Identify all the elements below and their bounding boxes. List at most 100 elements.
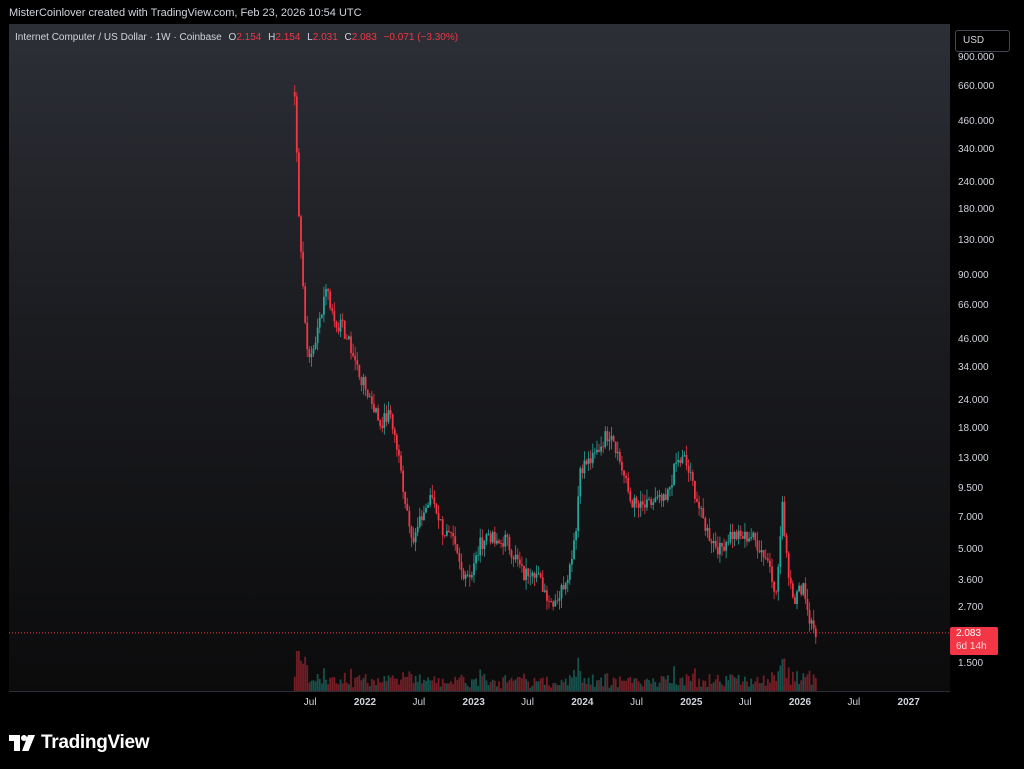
candle-body — [452, 532, 455, 537]
volume-bar — [764, 685, 767, 691]
volume-bar — [766, 678, 769, 691]
candle-body — [577, 496, 580, 532]
candle-body — [391, 414, 394, 430]
volume-bar — [425, 680, 427, 691]
volume-bar — [714, 679, 717, 691]
volume-bar — [306, 665, 309, 691]
volume-bar — [525, 679, 527, 691]
volume-bar — [744, 676, 746, 691]
volume-bar — [387, 675, 390, 691]
volume-bar — [618, 676, 621, 691]
candle-body — [708, 528, 711, 541]
candle-body — [612, 436, 615, 442]
candle-body — [331, 308, 334, 312]
candle-body — [445, 530, 448, 536]
volume-bar — [458, 677, 461, 691]
volume-bar — [798, 683, 801, 691]
candle-body — [481, 537, 484, 549]
volume-bar — [493, 680, 496, 691]
volume-bar — [541, 677, 544, 691]
volume-bar — [777, 671, 780, 691]
candle-body — [298, 152, 300, 217]
volume-bar — [475, 678, 477, 691]
volume-bar — [627, 677, 630, 691]
candle-body — [316, 327, 319, 343]
candle-body — [458, 553, 461, 562]
candle-body — [775, 591, 778, 593]
volume-bar — [308, 682, 311, 691]
candle-body — [339, 319, 342, 332]
candle-body — [350, 336, 352, 354]
volume-bar — [314, 681, 317, 691]
volume-bar — [295, 651, 298, 691]
candle-body — [337, 327, 340, 332]
candle-body — [477, 555, 480, 557]
time-tick-label: 2023 — [462, 697, 485, 708]
last-price-value: 2.083 — [956, 627, 982, 639]
volume-bar — [606, 673, 609, 691]
candle-body — [623, 470, 625, 476]
candle-body — [798, 585, 801, 592]
candle-body — [502, 543, 505, 547]
volume-bar — [410, 674, 413, 691]
tradingview-logo[interactable]: TradingView — [9, 732, 150, 754]
legend-symbol[interactable]: Internet Computer / US Dollar · 1W · Coi… — [15, 32, 222, 43]
price-tick-label: 180.000 — [958, 204, 995, 216]
candle-body — [754, 532, 757, 541]
volume-bar — [612, 677, 615, 691]
candle-body — [489, 533, 492, 543]
volume-bar — [433, 676, 436, 691]
volume-bar — [379, 682, 382, 691]
price-chart-svg[interactable] — [9, 24, 950, 716]
price-tick-label: 900.000 — [958, 52, 995, 63]
volume-bar — [354, 677, 357, 691]
chart-frame[interactable]: Internet Computer / US Dollar · 1W · Coi… — [9, 24, 1015, 716]
legend-high-value: 2.154 — [275, 32, 301, 43]
candle-body — [791, 583, 794, 598]
candle-body — [385, 413, 388, 422]
volume-bar — [639, 683, 642, 691]
volume-bar — [737, 674, 740, 691]
candle-body — [702, 507, 705, 519]
volume-bar — [348, 684, 350, 691]
volume-bar — [514, 679, 517, 691]
candle-body — [769, 560, 771, 567]
candle-body — [398, 449, 400, 456]
candle-body — [771, 566, 773, 582]
time-tick-label: Jul — [738, 697, 752, 708]
candle-body — [302, 251, 304, 287]
volume-bar — [775, 681, 778, 691]
volume-bar — [583, 678, 586, 691]
candle-body — [781, 501, 784, 537]
candle-body — [400, 455, 402, 471]
volume-bar — [810, 684, 813, 691]
legend-close-label: C — [344, 32, 352, 43]
volume-bar — [310, 680, 313, 691]
volume-bar — [681, 677, 684, 691]
candle-body — [583, 460, 586, 474]
volume-bar — [629, 676, 632, 691]
candle-body — [304, 286, 307, 323]
currency-button[interactable]: USD — [955, 30, 1010, 52]
candle-body — [556, 600, 559, 602]
volume-bar — [568, 675, 571, 691]
volume-bar — [448, 683, 450, 691]
candle-body — [746, 531, 748, 542]
candle-body — [318, 317, 321, 328]
candle-body — [756, 540, 759, 551]
candle-body — [487, 533, 490, 535]
candle-body — [366, 389, 369, 397]
volume-bar — [429, 680, 432, 691]
candle-body — [356, 360, 359, 365]
candle-body — [656, 496, 659, 498]
volume-bar — [445, 683, 448, 691]
candle-body — [764, 557, 767, 559]
chart-plot-area[interactable] — [9, 24, 950, 691]
volume-bar — [566, 685, 569, 691]
volume-bar — [683, 685, 686, 691]
candle-body — [548, 600, 550, 602]
candle-body — [514, 554, 517, 560]
volume-bar — [418, 674, 421, 691]
candle-body — [760, 550, 763, 553]
volume-bar — [564, 678, 567, 691]
